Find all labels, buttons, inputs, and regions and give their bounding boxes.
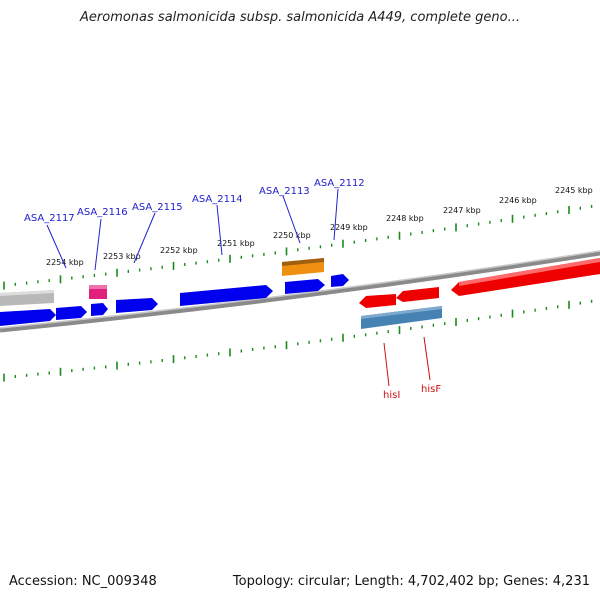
forward-gene [0, 309, 56, 326]
gene-label-asa-2114: ASA_2114 [192, 194, 243, 205]
scale-label: 2247 kbp [443, 206, 481, 215]
scale-label: 2254 kbp [46, 258, 84, 267]
gene-label-asa-2116: ASA_2116 [77, 207, 128, 218]
scale-label: 2248 kbp [386, 214, 424, 223]
accession-label: Accession: NC_009348 [9, 574, 157, 589]
genome-title: Aeromonas salmonicida subsp. salmonicida… [80, 10, 520, 25]
lower-label-lines [383, 336, 431, 387]
gene-label-hisi: hisI [383, 390, 400, 401]
upper-label-lines [46, 188, 339, 271]
scale-label: 2246 kbp [499, 196, 537, 205]
backbone-highlight [0, 250, 600, 329]
orange-feature [282, 258, 324, 276]
lower-gene-labels: hisI hisF [383, 384, 441, 401]
forward-gene [331, 274, 349, 287]
forward-gene [180, 285, 273, 306]
genome-summary: Topology: circular; Length: 4,702,402 bp… [232, 574, 590, 589]
scale-label: 2249 kbp [330, 223, 368, 232]
reverse-genes [359, 258, 600, 308]
scale-label: 2252 kbp [160, 246, 198, 255]
upper-gene-labels: ASA_2117 ASA_2116 ASA_2115 ASA_2114 ASA_… [24, 178, 365, 224]
forward-gene [56, 306, 87, 320]
forward-gene [116, 298, 158, 313]
scale-labels: 2254 kbp 2253 kbp 2252 kbp 2251 kbp 2250… [46, 186, 593, 267]
gene-label-asa-2112: ASA_2112 [314, 178, 365, 189]
lower-scale-ticks [3, 299, 593, 382]
genome-backbone [0, 250, 600, 333]
gene-label-asa-2115: ASA_2115 [132, 202, 183, 213]
scale-label: 2250 kbp [273, 231, 311, 240]
pink-feature [89, 285, 107, 299]
reverse-gene [396, 287, 439, 302]
reverse-gene [359, 294, 396, 308]
gene-label-asa-2117: ASA_2117 [24, 213, 75, 224]
reverse-gene-highlight [459, 258, 600, 286]
upper-scale-ticks [3, 204, 593, 290]
forward-gene [91, 303, 108, 316]
scale-label: 2251 kbp [217, 239, 255, 248]
steelblue-feature [361, 306, 442, 329]
grey-feature [0, 290, 54, 306]
scale-label: 2253 kbp [103, 252, 141, 261]
scale-label: 2245 kbp [555, 186, 593, 195]
forward-gene [285, 279, 325, 294]
gene-label-hisf: hisF [421, 384, 441, 395]
forward-genes [0, 274, 349, 326]
gene-label-asa-2113: ASA_2113 [259, 186, 310, 197]
